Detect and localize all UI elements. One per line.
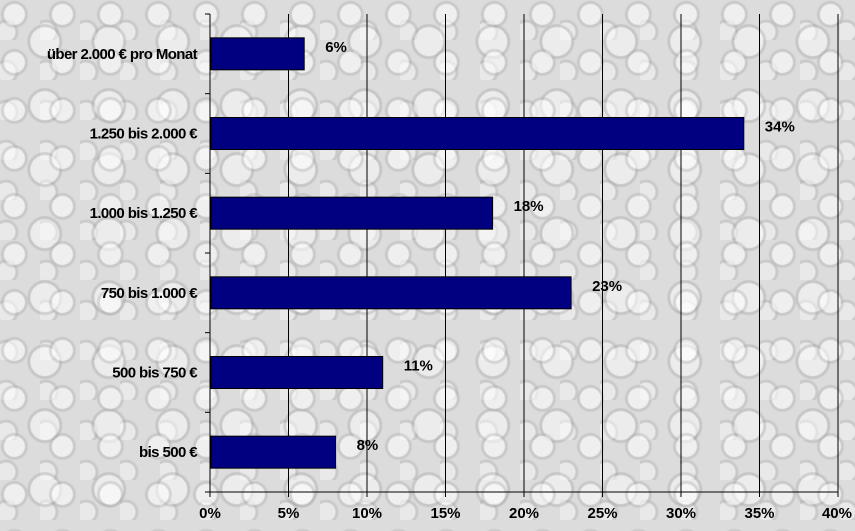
x-tick-label: 15% (430, 505, 460, 522)
data-label: 34% (765, 119, 795, 136)
gridlines (288, 14, 839, 492)
x-tick-label: 20% (509, 505, 539, 522)
x-tick-label: 35% (744, 505, 774, 522)
category-label: bis 500 € (139, 444, 198, 461)
data-label: 18% (514, 198, 544, 215)
x-tick-label: 5% (278, 505, 300, 522)
data-label: 11% (404, 358, 433, 375)
category-label: 500 bis 750 € (112, 365, 198, 382)
data-label: 23% (592, 278, 622, 295)
category-label: 1.250 bis 2.000 € (90, 126, 199, 143)
axes (205, 13, 839, 497)
bar (210, 117, 745, 150)
category-label: 1.000 bis 1.250 € (90, 205, 199, 222)
bars (210, 37, 745, 469)
data-label: 6% (325, 39, 347, 56)
x-tick-labels: 0% 5% 10% 15% 20% 25% 30% 35% 40% (199, 505, 852, 522)
x-tick-label: 30% (666, 505, 696, 522)
category-label: 750 bis 1.000 € (101, 285, 198, 302)
data-label: 8% (357, 437, 379, 454)
bar (210, 196, 494, 230)
bar (210, 37, 305, 71)
x-tick-label: 40% (822, 505, 852, 522)
data-labels: 6% 34% 18% 23% 11% 8% (325, 39, 795, 454)
category-labels: über 2.000 € pro Monat 1.250 bis 2.000 € 1… (47, 46, 199, 461)
x-tick-label: 10% (352, 505, 382, 522)
bar (210, 276, 572, 310)
bar (210, 435, 337, 469)
x-tick-label: 25% (587, 505, 617, 522)
category-label: über 2.000 € pro Monat (47, 46, 198, 63)
bar (210, 356, 384, 389)
x-tick-label: 0% (199, 505, 221, 522)
